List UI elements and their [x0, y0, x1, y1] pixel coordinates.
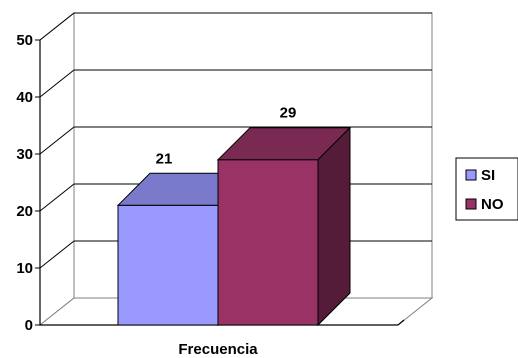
data-label-si: 21: [156, 150, 173, 167]
legend-swatch-si: [465, 169, 477, 181]
gridline: [39, 12, 432, 41]
side-wall: [39, 11, 75, 327]
legend-box: [455, 157, 518, 221]
x-axis-tick: [397, 319, 405, 326]
y-tick-label: 10: [16, 260, 33, 277]
y-tick-label: 50: [16, 32, 33, 49]
gridline: [39, 126, 432, 155]
y-tick-label: 30: [16, 146, 33, 163]
x-category-label: Frecuencia: [178, 341, 258, 358]
y-tick-label: 40: [16, 89, 33, 106]
y-tick-label: 20: [16, 203, 33, 220]
bar-side-no: [317, 126, 351, 327]
legend-swatch-no: [465, 198, 477, 210]
data-labels: 21 29: [156, 105, 297, 168]
bar-front-si: [117, 204, 219, 326]
axes: 0 10 20 30 40 50: [16, 32, 405, 334]
data-label-no: 29: [280, 105, 297, 122]
bars: [116, 126, 352, 327]
bar-front-no: [217, 159, 319, 326]
legend-label-si: SI: [481, 167, 495, 184]
gridlines: [39, 12, 432, 269]
legend-label-no: NO: [481, 196, 504, 213]
y-tick-label: 0: [25, 317, 33, 334]
gridline: [39, 69, 432, 98]
legend: SI NO: [455, 157, 518, 221]
